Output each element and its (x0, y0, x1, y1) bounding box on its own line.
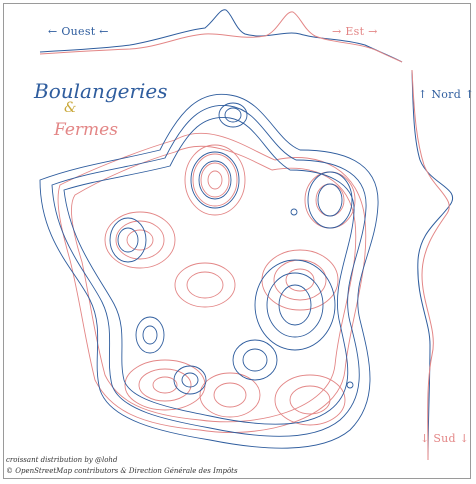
map-subtitle: Fermes (54, 120, 118, 140)
axis-label-east: → Est → (332, 25, 378, 38)
credit-sources: © OpenStreetMap contributors & Direction… (6, 467, 238, 475)
map-frame (3, 3, 471, 479)
top-density-boulangeries (39, 9, 403, 63)
map-title-ampersand: & (64, 100, 77, 116)
top-density-fermes (39, 11, 403, 63)
map-title: Boulangeries (34, 79, 168, 103)
axis-label-north: ↑ Nord ↑ (418, 88, 475, 101)
right-density-fermes (411, 69, 450, 461)
fermes-contours (57, 132, 367, 433)
right-density-boulangeries (411, 69, 453, 461)
axis-label-west: ← Ouest ← (48, 25, 109, 38)
credit-author: croissant distribution by @lohd (6, 456, 118, 464)
right-density-plot (411, 69, 453, 461)
boulangeries-contours (39, 93, 379, 449)
axis-label-south: ↓ Sud ↓ (420, 432, 470, 445)
top-density-plot (39, 9, 403, 63)
